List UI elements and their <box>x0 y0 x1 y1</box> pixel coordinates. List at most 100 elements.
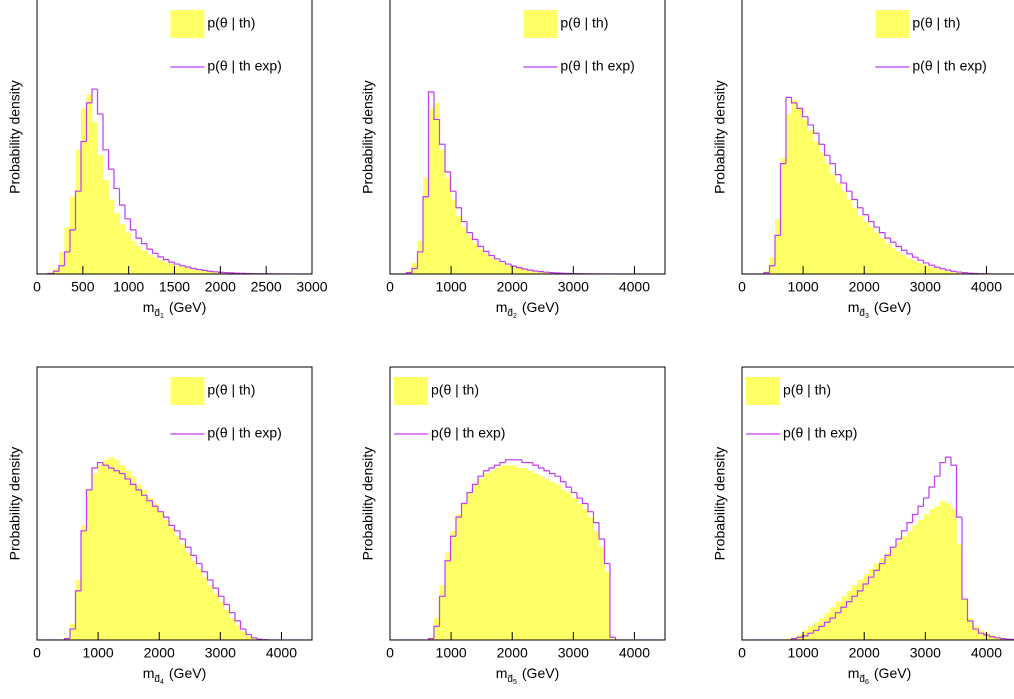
histogram-bar <box>434 618 440 640</box>
legend-label: p(θ | th) <box>207 15 255 31</box>
histogram-step <box>521 459 528 464</box>
frame <box>389 366 666 641</box>
histogram-bar <box>912 261 919 274</box>
histogram-bar <box>533 473 539 640</box>
histogram-step <box>1005 638 1012 640</box>
histogram-bar <box>522 468 528 640</box>
histogram-step <box>554 473 561 477</box>
histogram-bar <box>885 243 891 274</box>
histogram-bar <box>852 585 858 640</box>
histogram-bar <box>180 544 186 640</box>
histogram-step <box>834 163 841 176</box>
x-label-index: 4 <box>160 679 164 686</box>
x-label-unit: (GeV) <box>874 299 911 315</box>
histogram-bar <box>428 108 435 274</box>
x-tick-label: 1500 <box>159 279 190 295</box>
histogram-bar <box>141 489 148 640</box>
histogram-bar <box>103 459 109 640</box>
histogram-bar <box>951 272 957 274</box>
x-tick-label: 1000 <box>83 645 114 661</box>
x-tick-label: 1000 <box>788 279 819 295</box>
histogram-step <box>102 462 109 466</box>
histogram-step <box>74 190 81 230</box>
histogram-step <box>840 174 847 184</box>
histogram-step <box>140 489 147 496</box>
histogram-bar <box>577 503 583 640</box>
x-label-symbol: m <box>848 665 860 681</box>
histogram-step <box>212 271 219 273</box>
histogram-bar <box>505 465 512 640</box>
histogram-step <box>433 625 440 639</box>
histogram-bar <box>857 579 864 640</box>
histogram-step <box>851 191 858 201</box>
histogram-step <box>999 637 1006 640</box>
histogram-step <box>845 601 852 608</box>
frame <box>36 366 313 641</box>
histogram-step <box>471 232 478 241</box>
histogram-bar <box>527 470 534 640</box>
legend-swatch <box>746 377 780 405</box>
histogram-step <box>162 511 169 518</box>
histogram-bar <box>527 270 534 274</box>
histogram-bar <box>863 574 869 640</box>
histogram-step <box>140 238 147 245</box>
histogram-step <box>85 102 92 142</box>
histogram-bar <box>456 514 462 640</box>
histogram-step <box>433 91 440 121</box>
histogram-step <box>96 461 103 469</box>
histogram-step <box>422 196 429 252</box>
x-tick-label: 2500 <box>251 279 282 295</box>
plot-area <box>742 96 1014 274</box>
x-tick-label: 1000 <box>788 645 819 661</box>
histogram-step <box>107 149 114 170</box>
histogram-step <box>911 253 918 258</box>
histogram-step <box>961 517 968 600</box>
histogram-bar <box>538 271 545 274</box>
histogram-bar <box>533 271 539 274</box>
histogram-step <box>69 628 76 639</box>
x-tick-label: 2000 <box>497 645 528 661</box>
histogram-step <box>917 505 924 515</box>
histogram-step <box>862 207 869 216</box>
histogram-step <box>521 267 528 270</box>
histogram-step <box>851 595 858 602</box>
histogram-bar <box>196 569 203 640</box>
histogram-step <box>922 497 929 507</box>
histogram-bar <box>934 506 941 640</box>
histogram-bar <box>956 544 963 640</box>
histogram-bar <box>544 272 550 274</box>
histogram-bar <box>180 267 186 274</box>
histogram-step <box>779 163 786 236</box>
histogram-step <box>212 579 219 589</box>
histogram-bar <box>125 470 131 640</box>
histogram-step <box>961 272 968 274</box>
histogram-bar <box>196 270 203 274</box>
histogram-bar <box>97 465 104 640</box>
histogram-bar <box>786 113 792 274</box>
histogram-step <box>884 232 891 239</box>
histogram-step <box>537 270 544 273</box>
histogram-bar <box>86 489 93 640</box>
histogram-bar <box>511 465 517 640</box>
histogram-bar <box>163 519 170 640</box>
histogram-bar <box>92 122 98 274</box>
histogram-bar <box>202 577 208 640</box>
x-tick-label: 4000 <box>266 645 297 661</box>
histogram-step <box>460 502 467 518</box>
histogram-bar <box>417 240 424 274</box>
x-label-symbol: m <box>143 299 155 315</box>
histogram-step <box>499 258 506 263</box>
frame <box>741 366 1014 641</box>
histogram-bar <box>516 268 523 274</box>
histogram-bar <box>445 552 451 640</box>
legend-label: p(θ | th) <box>560 15 608 31</box>
frame <box>741 0 1014 275</box>
histogram-step <box>146 495 153 502</box>
plot-area <box>390 459 665 640</box>
panel: 0 1000 2000 3000 4000 Probability density md̃6… <box>712 366 1014 686</box>
histogram-bar <box>218 601 225 640</box>
histogram-bar <box>500 465 506 640</box>
histogram-step <box>411 267 418 273</box>
histogram-bar <box>582 508 589 640</box>
histogram-step <box>587 503 594 513</box>
